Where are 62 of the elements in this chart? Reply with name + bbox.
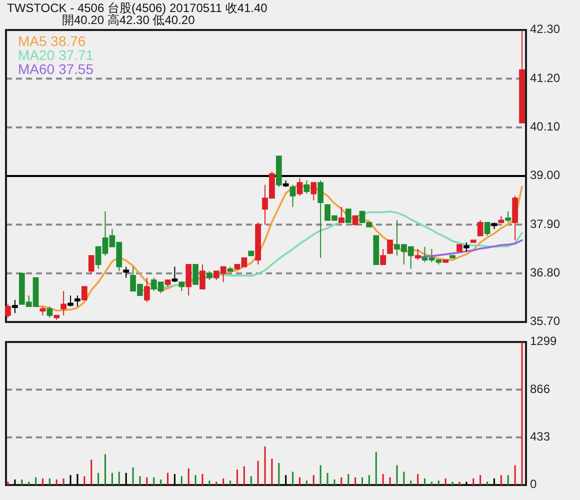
candlestick (290, 184, 296, 208)
candlestick (276, 156, 282, 188)
candlestick (498, 215, 504, 223)
y-tick-label: 40.10 (530, 120, 560, 134)
candlestick (192, 264, 198, 285)
candlestick (255, 222, 261, 265)
candlestick (40, 306, 46, 316)
candlestick (304, 180, 310, 194)
y-tick-label: 39.00 (530, 168, 560, 182)
candlestick (442, 260, 449, 263)
y-tick-label: 0 (530, 477, 537, 492)
candlestick (88, 255, 94, 274)
candlestick (123, 266, 130, 278)
candlestick (227, 266, 234, 272)
y-tick-label: 866 (530, 382, 550, 396)
y-tick-label: 42.30 (530, 22, 560, 36)
y-tick-label: 433 (530, 430, 550, 444)
candlestick (81, 286, 88, 300)
y-tick-label: 1299 (530, 334, 558, 348)
candlestick (144, 277, 150, 303)
candlestick (46, 306, 53, 318)
candlestick (414, 248, 421, 261)
candlestick (172, 266, 178, 283)
candlestick (505, 210, 512, 223)
candlestick (296, 178, 303, 196)
candlestick (450, 255, 456, 258)
candlestick (464, 242, 470, 252)
y-tick-label: 41.20 (530, 70, 560, 85)
candlestick (60, 290, 66, 316)
candlestick (310, 182, 317, 201)
candlestick (206, 270, 212, 280)
candlestick (318, 180, 324, 258)
candlestick (5, 304, 11, 318)
candlestick (380, 248, 386, 265)
candlestick (164, 279, 171, 288)
candlestick (186, 264, 192, 296)
candlestick (54, 314, 60, 320)
candlestick (178, 282, 185, 292)
candlestick (345, 208, 352, 223)
candlestick (68, 294, 74, 308)
candlestick (248, 250, 254, 256)
candlestick (373, 235, 380, 265)
text: MA60 37.55 (18, 61, 94, 77)
y-tick-label: 36.80 (530, 266, 560, 280)
candlestick (470, 240, 476, 243)
text: MA5 38.76 (18, 33, 86, 49)
candlestick (200, 264, 206, 290)
candlestick (282, 180, 289, 188)
y-tick-label: 37.90 (530, 216, 560, 231)
candlestick (456, 244, 462, 252)
candlestick (12, 299, 18, 314)
candlestick (491, 222, 498, 230)
candlestick (74, 294, 80, 308)
candlestick (338, 206, 344, 223)
y-tick-label: 35.70 (530, 314, 560, 328)
candlestick (512, 195, 518, 241)
text: MA20 37.71 (18, 47, 94, 63)
chart-subtitle: 開40.20 高42.30 低40.20 (62, 13, 196, 27)
candlestick (387, 240, 393, 254)
candlestick (477, 220, 484, 236)
candlestick (519, 30, 525, 124)
chart-title: TWSTOCK - 4506 台股(4506) 20170511 收41.40 (7, 1, 268, 15)
